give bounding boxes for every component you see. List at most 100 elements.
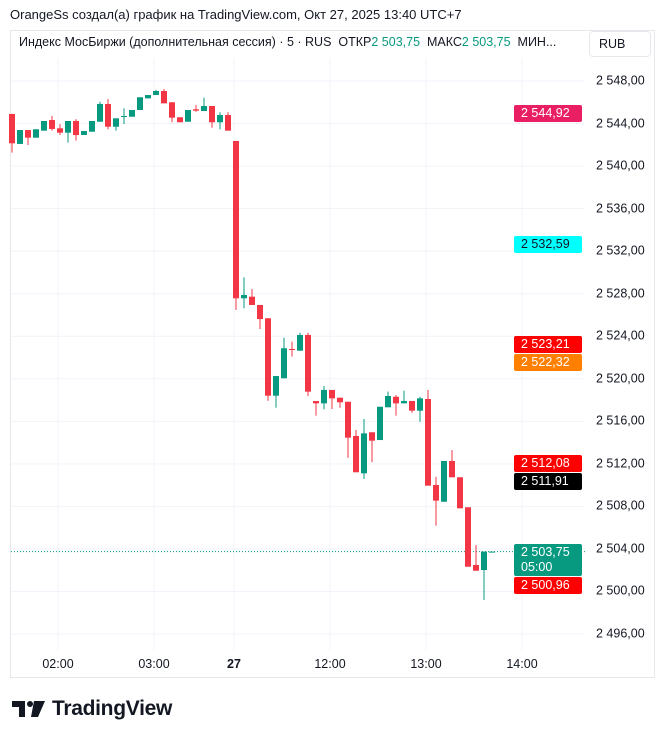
price-tick-label: 2 528,00: [596, 286, 645, 301]
candle-body: [321, 389, 327, 404]
candle-body: [385, 396, 391, 408]
candle-body: [257, 304, 263, 320]
price-tag: 2 544,92: [514, 105, 582, 123]
candle-body: [465, 507, 471, 567]
candle-body: [129, 110, 135, 117]
price-tick-label: 2 524,00: [596, 328, 645, 343]
candle-body: [233, 140, 239, 299]
candle-body: [425, 398, 431, 486]
candle-body: [481, 551, 487, 570]
last-price-tag: 2 503,75 05:00: [514, 543, 582, 576]
price-tag: 2 523,21: [514, 336, 582, 354]
chart-caption: OrangeSs создал(а) график на TradingView…: [10, 7, 462, 22]
candle-body: [201, 105, 207, 111]
candle-body: [25, 130, 31, 138]
price-tick-label: 2 544,00: [596, 116, 645, 131]
candle-body: [121, 115, 127, 117]
candle-body: [89, 120, 95, 132]
brand-name: TradingView: [52, 697, 173, 720]
time-tick-label: 02:00: [42, 657, 74, 671]
time-tick-label: 03:00: [138, 657, 170, 671]
candle-body: [17, 130, 23, 144]
tradingview-logo-icon: [12, 701, 45, 717]
candle-body: [457, 477, 463, 509]
open-value: 2 503,75: [371, 35, 421, 49]
high-label: МАКС: [426, 35, 462, 49]
candle-body: [177, 117, 183, 123]
candle-body: [33, 129, 39, 138]
candle-body: [193, 109, 199, 111]
price-tick-label: 2 504,00: [596, 541, 645, 556]
time-tick-label: 14:00: [506, 657, 538, 671]
candle-body: [169, 102, 175, 118]
candle-body: [353, 435, 359, 473]
last-price-value: 2 503,75: [521, 544, 570, 559]
candle-body: [273, 376, 279, 396]
price-tick-label: 2 532,00: [596, 243, 645, 258]
candle-body: [217, 115, 223, 123]
candle-body: [329, 389, 335, 399]
bar-countdown: 05:00: [521, 559, 553, 574]
candle-body: [65, 120, 71, 133]
price-tick-label: 2 496,00: [596, 626, 645, 641]
candle-body: [105, 103, 111, 127]
candle-body: [225, 115, 231, 131]
candle-body: [345, 401, 351, 438]
candle-body: [337, 397, 343, 403]
candle-body: [369, 432, 375, 441]
candle-body: [49, 120, 55, 129]
candle-body: [441, 460, 447, 502]
chart-frame: [10, 30, 655, 678]
candle-body: [297, 334, 303, 351]
price-tick-label: 2 548,00: [596, 73, 645, 88]
time-tick-label: 13:00: [410, 657, 442, 671]
candle-body: [433, 485, 439, 501]
candle-body: [249, 296, 255, 305]
low-label: МИН...: [517, 35, 557, 49]
price-tick-label: 2 500,00: [596, 583, 645, 598]
time-tick-label: 12:00: [314, 657, 346, 671]
open-label: ОТКР: [338, 35, 372, 49]
candle-body: [281, 348, 287, 379]
tradingview-logo[interactable]: TradingView: [12, 697, 172, 721]
candle-body: [41, 120, 47, 131]
candle-body: [137, 97, 143, 111]
symbol-legend: Индекс МосБиржи (дополнительная сессия) …: [19, 35, 556, 49]
candle-body: [409, 401, 415, 411]
candle-body: [241, 294, 247, 299]
candle-body: [161, 90, 167, 104]
candle-body: [73, 120, 79, 136]
candle-body: [265, 318, 271, 396]
candle-body: [449, 460, 455, 478]
price-tag: 2 500,96: [514, 576, 582, 594]
candle-body: [209, 105, 215, 123]
candle-body: [489, 551, 495, 553]
price-tick-label: 2 520,00: [596, 371, 645, 386]
candle-body: [185, 110, 191, 122]
symbol-name[interactable]: Индекс МосБиржи (дополнительная сессия) …: [19, 35, 332, 49]
candle-body: [305, 334, 311, 392]
candle-body: [313, 401, 319, 404]
price-tag: 2 512,08: [514, 454, 582, 472]
candle-body: [113, 118, 119, 127]
price-tick-label: 2 516,00: [596, 413, 645, 428]
high-value: 2 503,75: [461, 35, 511, 49]
candle-body: [361, 433, 367, 474]
candle-body: [9, 113, 15, 144]
candle-body: [57, 128, 63, 133]
candle-body: [393, 396, 399, 404]
candle-body: [377, 406, 383, 441]
candle-body: [401, 401, 407, 404]
price-tag: 2 532,59: [514, 236, 582, 254]
price-tick-label: 2 512,00: [596, 456, 645, 471]
candle-body: [289, 349, 295, 351]
candle-body: [473, 564, 479, 571]
candle-body: [153, 90, 159, 96]
candle-body: [417, 398, 423, 411]
price-tag: 2 522,32: [514, 354, 582, 372]
candle-body: [145, 95, 151, 99]
candle-body: [97, 103, 103, 122]
currency-button[interactable]: RUB: [589, 31, 651, 57]
time-tick-label: 27: [227, 657, 241, 671]
price-tick-label: 2 540,00: [596, 158, 645, 173]
